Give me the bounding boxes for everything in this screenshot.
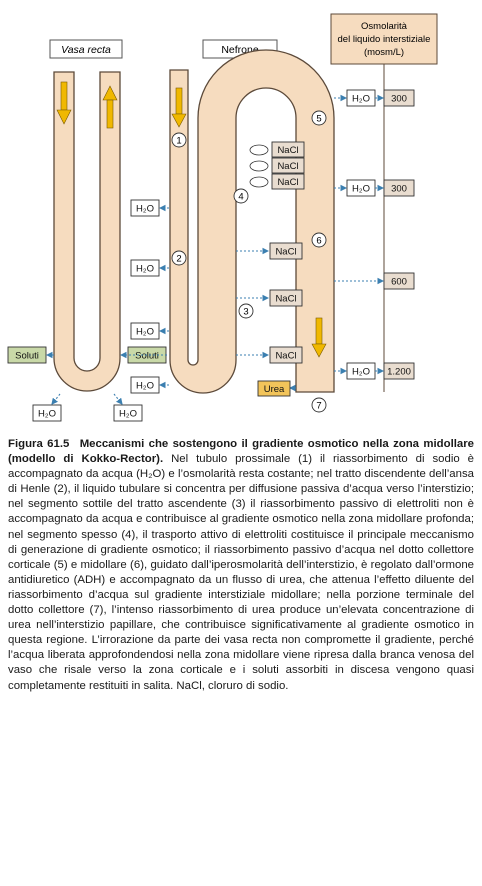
vasa-recta-vessel [53,71,121,392]
svg-text:NaCl: NaCl [275,293,296,304]
svg-text:1: 1 [176,136,181,147]
water-flow-arrow-vasa-bottom-2 [113,393,123,405]
osmolarity-value-4: 1.200 [383,362,415,380]
svg-text:H₂O: H₂O [136,263,154,274]
svg-text:NaCl: NaCl [275,350,296,361]
svg-text:H₂O: H₂O [136,203,154,214]
water-box-cd-3: H₂O [346,362,376,380]
svg-text:H₂O: H₂O [136,380,154,391]
water-box-left-4: H₂O [130,376,160,394]
water-box-cd-2: H₂O [346,179,376,197]
svg-text:300: 300 [391,93,407,104]
svg-text:NaCl: NaCl [277,177,298,188]
svg-text:4: 4 [238,192,243,203]
svg-text:H₂O: H₂O [38,408,56,419]
caption-body: Nel tubulo prossimale (1) il riassorbime… [8,453,474,692]
svg-text:H₂O: H₂O [136,326,154,337]
nacl-box-2: NaCl [269,289,303,307]
water-box-left-3: H₂O [130,322,160,340]
soluti-box-left: Soluti [7,346,47,364]
figure-caption: Figura 61.5 Meccanismi che sostengono il… [8,437,474,694]
kidney-countercurrent-diagram: Vasa recta Nefrone Osmolarità del liquid… [7,13,438,422]
nacl-box-pump-3: NaCl [271,173,305,190]
segment-number-6: 6 [311,232,327,248]
collecting-duct-down-arrow [311,317,327,358]
svg-text:5: 5 [316,114,321,125]
caption-title: Meccanismi che sostengono il gradiente o… [8,438,475,466]
svg-text:Urea: Urea [264,384,285,395]
nacl-box-pump-1: NaCl [271,141,305,158]
osmolarity-value-3: 600 [383,272,415,290]
svg-text:6: 6 [316,236,321,247]
svg-text:300: 300 [391,183,407,194]
svg-text:H₂O: H₂O [352,183,370,194]
vasa-recta-label-box [49,39,123,59]
svg-text:NaCl: NaCl [277,161,298,172]
svg-text:NaCl: NaCl [277,145,298,156]
svg-text:7: 7 [316,401,321,412]
vasa-recta-down-arrow [56,81,72,125]
caption-figure-number: Figura 61.5 [8,438,70,450]
water-box-vasa-bottom-1: H₂O [32,404,62,422]
water-box-left-1: H₂O [130,199,160,217]
svg-text:H₂O: H₂O [352,366,370,377]
nacl-box-pump-2: NaCl [271,157,305,174]
svg-text:2: 2 [176,254,181,265]
urea-box: Urea [257,380,291,397]
water-box-cd-1: H₂O [346,89,376,107]
osmolarity-header-line1: Osmolarità [361,21,408,32]
nephron-tubule [169,49,335,394]
vasa-recta-up-arrow [102,85,118,129]
svg-text:Soluti: Soluti [135,350,159,361]
water-box-vasa-bottom-2: H₂O [113,404,143,422]
osmolarity-value-2: 300 [383,179,415,197]
svg-text:NaCl: NaCl [275,246,296,257]
active-transport-pumps [249,144,269,188]
svg-text:Soluti: Soluti [15,350,39,361]
segment-number-4: 4 [233,188,249,204]
segment-number-3: 3 [238,303,254,319]
water-box-left-2: H₂O [130,259,160,277]
water-flow-arrow-vasa-bottom-1 [51,393,61,405]
segment-number-7: 7 [311,397,327,413]
svg-text:H₂O: H₂O [352,93,370,104]
nacl-box-3: NaCl [269,346,303,364]
proximal-down-arrow [171,87,187,128]
svg-text:1.200: 1.200 [387,366,411,377]
svg-text:3: 3 [243,307,248,318]
svg-text:600: 600 [391,276,407,287]
svg-text:H₂O: H₂O [119,408,137,419]
vasa-recta-label: Vasa recta [61,44,111,56]
osmolarity-value-1: 300 [383,89,415,107]
nacl-box-1: NaCl [269,242,303,260]
osmolarity-header-line2: del liquido interstiziale [338,34,431,45]
segment-number-5: 5 [311,110,327,126]
segment-number-2: 2 [171,250,187,266]
osmolarity-header-line3: (mosm/L) [364,47,404,58]
segment-number-1: 1 [171,132,187,148]
